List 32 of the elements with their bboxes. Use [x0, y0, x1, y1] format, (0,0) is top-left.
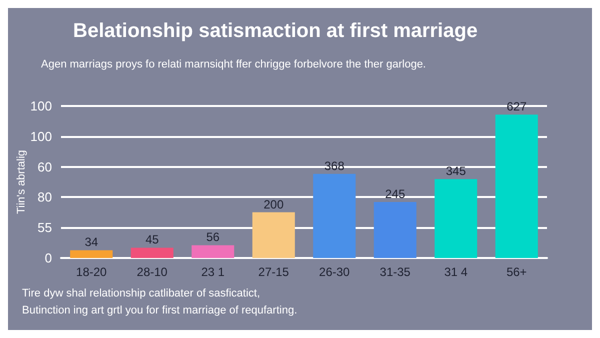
text: 55 — [38, 220, 52, 236]
bar — [252, 212, 295, 258]
data-label: 45 — [145, 232, 160, 247]
chart-title: Belationship satismaction at first marriage — [73, 20, 478, 42]
data-label: 345 — [446, 164, 466, 178]
x-tick-label: 23 1 — [201, 265, 225, 279]
x-tick-label: 31 4 — [444, 265, 468, 279]
bar — [434, 179, 478, 258]
x-tick-label: 28-10 — [136, 265, 168, 279]
text: 100 — [30, 128, 52, 144]
text: 0 — [44, 250, 52, 266]
x-tick-label: 26-30 — [319, 265, 350, 279]
x-tick-label: 18-20 — [76, 265, 108, 279]
text: Butinction ing art grtl you for first marriage of requfarting. — [22, 304, 298, 316]
text: 100 — [30, 98, 52, 114]
text: 80 — [38, 190, 52, 205]
chart-subtitle: Agen marriags proys fo relati marnsiqht ffer chrigge forbelvore the ther garloge. — [41, 58, 426, 70]
bar — [70, 250, 113, 258]
bar — [374, 202, 416, 258]
data-label: 56 — [206, 230, 220, 244]
bar — [313, 174, 356, 258]
data-label: 34 — [84, 235, 98, 250]
text: 60 — [38, 159, 52, 174]
x-tick-label: 27-15 — [258, 265, 290, 279]
text: Tire dyw shal relationship catlibater of sasficatict, — [22, 288, 260, 300]
x-tick-label: 56+ — [506, 265, 527, 279]
y-axis-title: Tiin's abrtalig — [16, 150, 28, 214]
bar — [130, 248, 174, 258]
bar — [192, 245, 234, 258]
data-label: 200 — [264, 197, 284, 212]
bar — [495, 114, 538, 258]
x-tick-label: 31-35 — [380, 265, 411, 279]
